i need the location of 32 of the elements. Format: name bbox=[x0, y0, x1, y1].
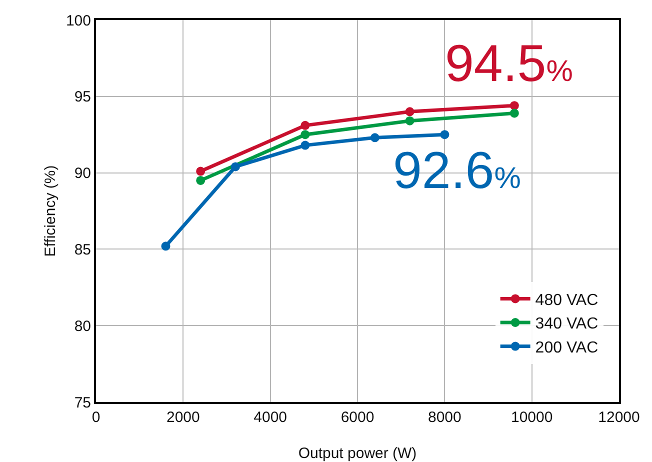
x-axis-title: Output power (W) bbox=[298, 445, 417, 462]
x-tick-label: 12000 bbox=[598, 409, 640, 426]
point bbox=[370, 133, 380, 142]
y-tick-label: 100 bbox=[66, 12, 91, 30]
y-tick-label: 80 bbox=[74, 318, 91, 335]
point bbox=[300, 130, 310, 140]
point bbox=[510, 108, 519, 118]
point bbox=[405, 116, 414, 126]
y-tick-label: 75 bbox=[74, 394, 91, 412]
y-tick-label: 85 bbox=[74, 241, 91, 258]
x-tick-label: 4000 bbox=[254, 409, 288, 426]
annotation: 94.5% bbox=[445, 35, 573, 93]
point bbox=[161, 242, 170, 251]
annotation: 92.6% bbox=[393, 142, 521, 200]
legend-label: 200 VAC bbox=[535, 340, 598, 357]
x-tick-label: 6000 bbox=[340, 409, 374, 426]
x-tick-label: 2000 bbox=[166, 409, 200, 426]
x-tick-label: 0 bbox=[92, 409, 100, 426]
y-tick-label: 90 bbox=[74, 165, 91, 182]
point bbox=[405, 107, 414, 116]
point bbox=[196, 166, 206, 176]
point bbox=[300, 120, 310, 130]
y-tick-label: 95 bbox=[74, 88, 91, 106]
point bbox=[196, 176, 206, 185]
x-tick-label: 10000 bbox=[510, 409, 553, 426]
point bbox=[440, 130, 450, 140]
point bbox=[230, 162, 240, 172]
legend-label: 480 VAC bbox=[535, 292, 598, 309]
point bbox=[300, 140, 310, 150]
y-axis-title: Efficiency (%) bbox=[42, 165, 59, 257]
x-tick-label: 8000 bbox=[428, 409, 462, 426]
point bbox=[510, 101, 519, 110]
